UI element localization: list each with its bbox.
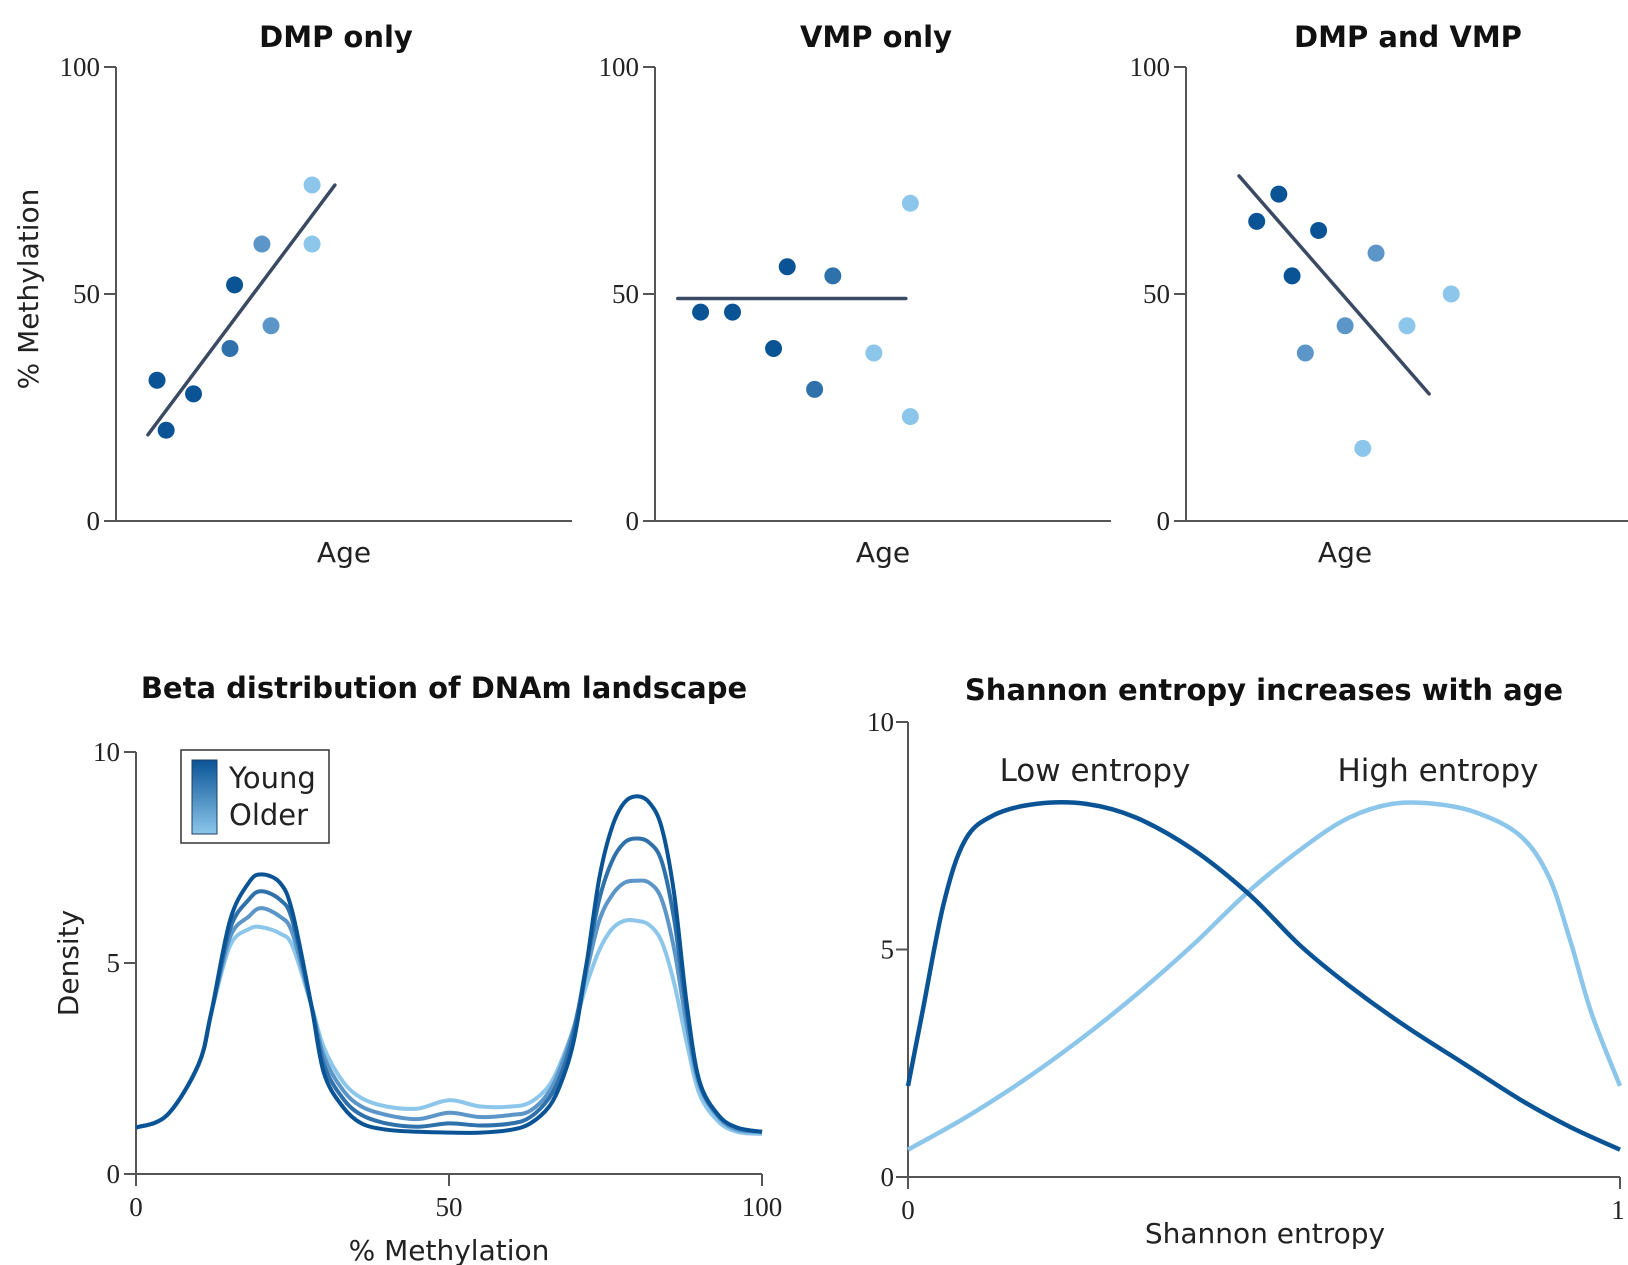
data-point (901, 194, 919, 212)
y-axis-label: % Methylation (12, 189, 45, 390)
data-point (1270, 185, 1288, 203)
axes (115, 67, 572, 522)
data-point (303, 235, 321, 253)
x-tick-label: 100 (742, 1192, 783, 1222)
fit-line (1237, 174, 1431, 396)
x-tick-label: 0 (129, 1192, 143, 1222)
y-tick-label: 100 (60, 52, 101, 82)
y-tick-label: 5 (881, 935, 895, 965)
x-axis-label: Shannon entropy (1145, 1217, 1385, 1250)
data-point (1296, 344, 1314, 362)
data-point (148, 371, 166, 389)
y-tick-label: 0 (1157, 506, 1171, 536)
data-point (253, 235, 271, 253)
panel-title: DMP and VMP (1294, 20, 1522, 54)
y-tick-label: 100 (1130, 52, 1171, 82)
data-point (1283, 267, 1301, 285)
annotation-high-entropy: High entropy (1337, 753, 1538, 789)
panel-title: VMP only (800, 20, 952, 54)
data-point (1336, 317, 1354, 335)
panel-title: Shannon entropy increases with age (965, 673, 1563, 707)
y-tick-label: 0 (107, 1159, 121, 1189)
data-point (778, 258, 796, 276)
data-point (221, 339, 239, 357)
data-point (1248, 212, 1266, 230)
x-axis-label: Age (317, 536, 371, 569)
density-curve-4 (135, 918, 763, 1136)
scatter-panel-3: DMP and VMP 0 50 100 Age (1130, 20, 1628, 569)
y-tick-label: 0 (881, 1162, 895, 1192)
y-tick-label: 50 (612, 279, 639, 309)
entropy-curve-2 (906, 800, 1623, 1152)
data-point (692, 303, 710, 321)
y-tick-label: 5 (107, 948, 121, 978)
y-tick-label: 50 (1143, 279, 1170, 309)
y-tick-label: 0 (87, 506, 101, 536)
data-point (806, 380, 824, 398)
legend-label-young: Young (228, 761, 316, 795)
data-point (226, 276, 244, 294)
axes (1185, 67, 1628, 522)
x-tick-label: 1 (1611, 1195, 1625, 1225)
axes (907, 722, 1620, 1178)
data-point (1367, 244, 1385, 262)
y-tick-label: 50 (73, 279, 100, 309)
y-tick-label: 10 (867, 707, 894, 737)
data-point (865, 344, 883, 362)
legend-label-older: Older (229, 798, 308, 832)
y-tick-label: 0 (626, 506, 640, 536)
beta-distribution-panel: Beta distribution of DNAm landscape05100… (52, 671, 782, 1265)
data-point (185, 385, 203, 403)
data-point (262, 317, 280, 335)
shannon-entropy-panel: Shannon entropy increases with age 0 5 10 0 1… (867, 673, 1625, 1250)
density-curve-1 (135, 794, 763, 1135)
data-point (1310, 221, 1328, 239)
scatter-panel-2: VMP only 0 50 100 Age (599, 20, 1111, 569)
entropy-curve-1 (905, 800, 1621, 1152)
y-axis-label: Density (52, 910, 85, 1016)
data-point (303, 176, 321, 194)
annotation-low-entropy: Low entropy (1000, 753, 1191, 789)
fit-line (146, 183, 337, 437)
data-point (824, 267, 842, 285)
density-curve-2 (135, 836, 763, 1134)
x-tick-label: 50 (436, 1192, 463, 1222)
data-point (1442, 285, 1460, 303)
y-tick-label: 100 (599, 52, 640, 82)
y-tick-label: 10 (93, 737, 120, 767)
data-point (1354, 439, 1372, 457)
data-point (724, 303, 742, 321)
scatter-panel-1: DMP only 0 50 100 Age % Methylation (12, 20, 572, 569)
x-axis-label: Age (856, 536, 910, 569)
x-axis-label: % Methylation (349, 1234, 550, 1265)
density-curve-3 (135, 878, 763, 1134)
panel-title: DMP only (259, 20, 413, 54)
x-axis-label: Age (1318, 536, 1372, 569)
data-point (157, 421, 175, 439)
panel-title: Beta distribution of DNAm landscape (141, 671, 747, 705)
data-point (1398, 317, 1416, 335)
legend-gradient-swatch (191, 759, 218, 835)
data-point (765, 339, 783, 357)
axes (654, 67, 1111, 522)
x-tick-label: 0 (901, 1195, 915, 1225)
data-point (901, 408, 919, 426)
